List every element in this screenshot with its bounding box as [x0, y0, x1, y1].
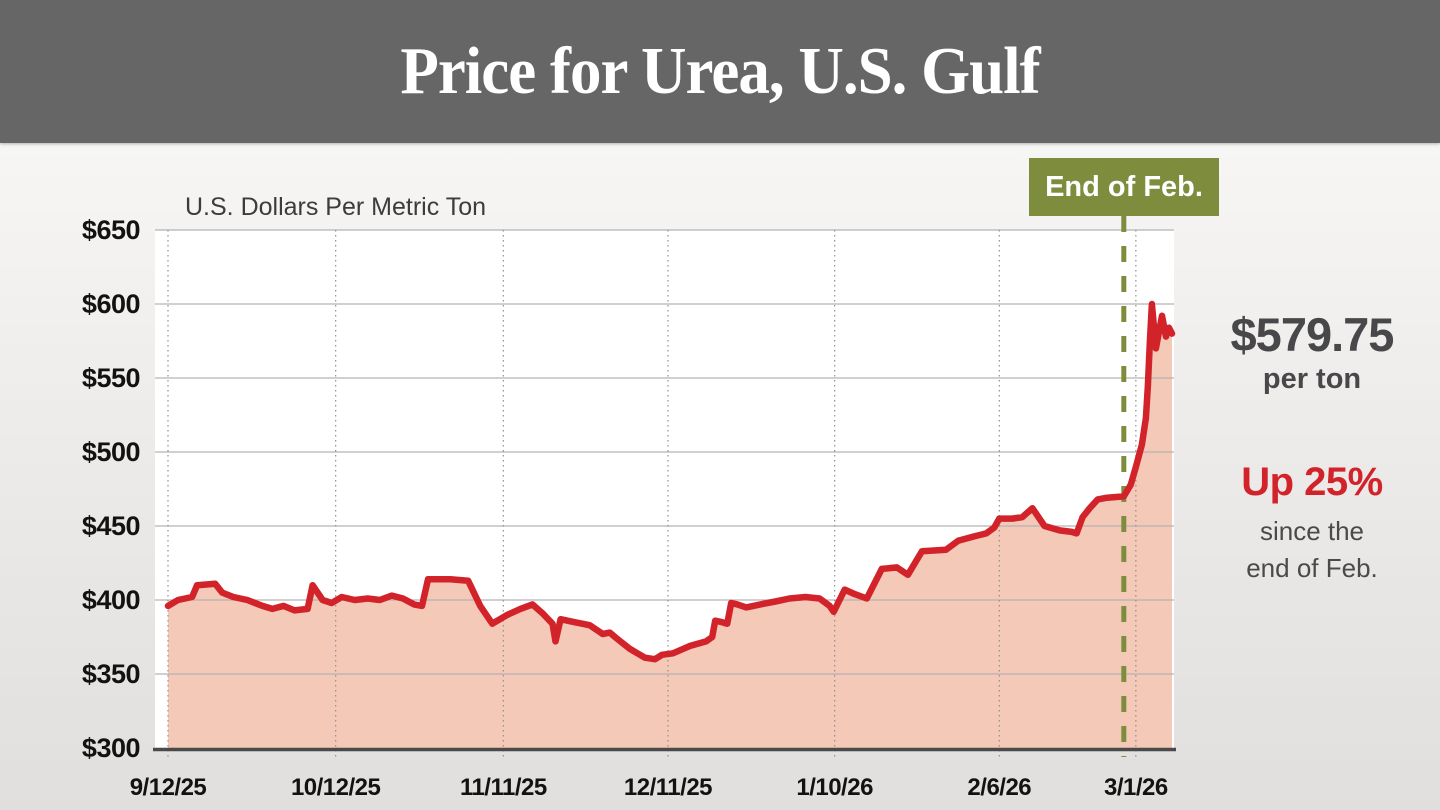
y-axis-label: $350: [81, 659, 141, 689]
x-axis-label: 10/12/25: [290, 774, 381, 801]
y-axis-label: $400: [81, 585, 141, 615]
x-axis-label: 11/11/25: [459, 774, 547, 801]
current-price-value: $579.75: [1230, 308, 1395, 361]
y-axis-label: $450: [81, 511, 141, 541]
price-line: [164, 300, 1176, 663]
price-change-note-line2: end of Feb.: [1246, 553, 1378, 584]
price-change-value: Up 25%: [1241, 460, 1383, 505]
y-axis-label: $500: [81, 437, 141, 467]
y-axis-label: $600: [81, 289, 141, 319]
price-callout: $579.75 per ton Up 25% since the end of …: [1198, 310, 1426, 587]
x-axis-label: 2/6/26: [967, 774, 1032, 801]
chart-header: Price for Urea, U.S. Gulf: [0, 0, 1440, 143]
x-axis-label: 3/1/26: [1103, 774, 1168, 801]
y-axis-label: $650: [81, 215, 141, 245]
price-change-note-line1: since the: [1259, 516, 1365, 547]
current-price-unit: per ton: [1262, 363, 1362, 396]
price-change-note: since the end of Feb.: [1198, 513, 1426, 587]
x-axis-label: 9/12/25: [129, 774, 207, 801]
x-axis-label: 1/10/26: [796, 774, 873, 801]
x-axis-label: 12/11/25: [623, 774, 713, 801]
price-area-fill: [168, 304, 1172, 748]
y-axis-label: $300: [81, 733, 141, 763]
y-axis-label: $550: [81, 363, 141, 393]
chart-title: Price for Urea, U.S. Gulf: [400, 33, 1040, 109]
end-of-feb-annotation-badge: End of Feb.: [1029, 158, 1219, 216]
axis-units-label: U.S. Dollars Per Metric Ton: [185, 193, 487, 221]
